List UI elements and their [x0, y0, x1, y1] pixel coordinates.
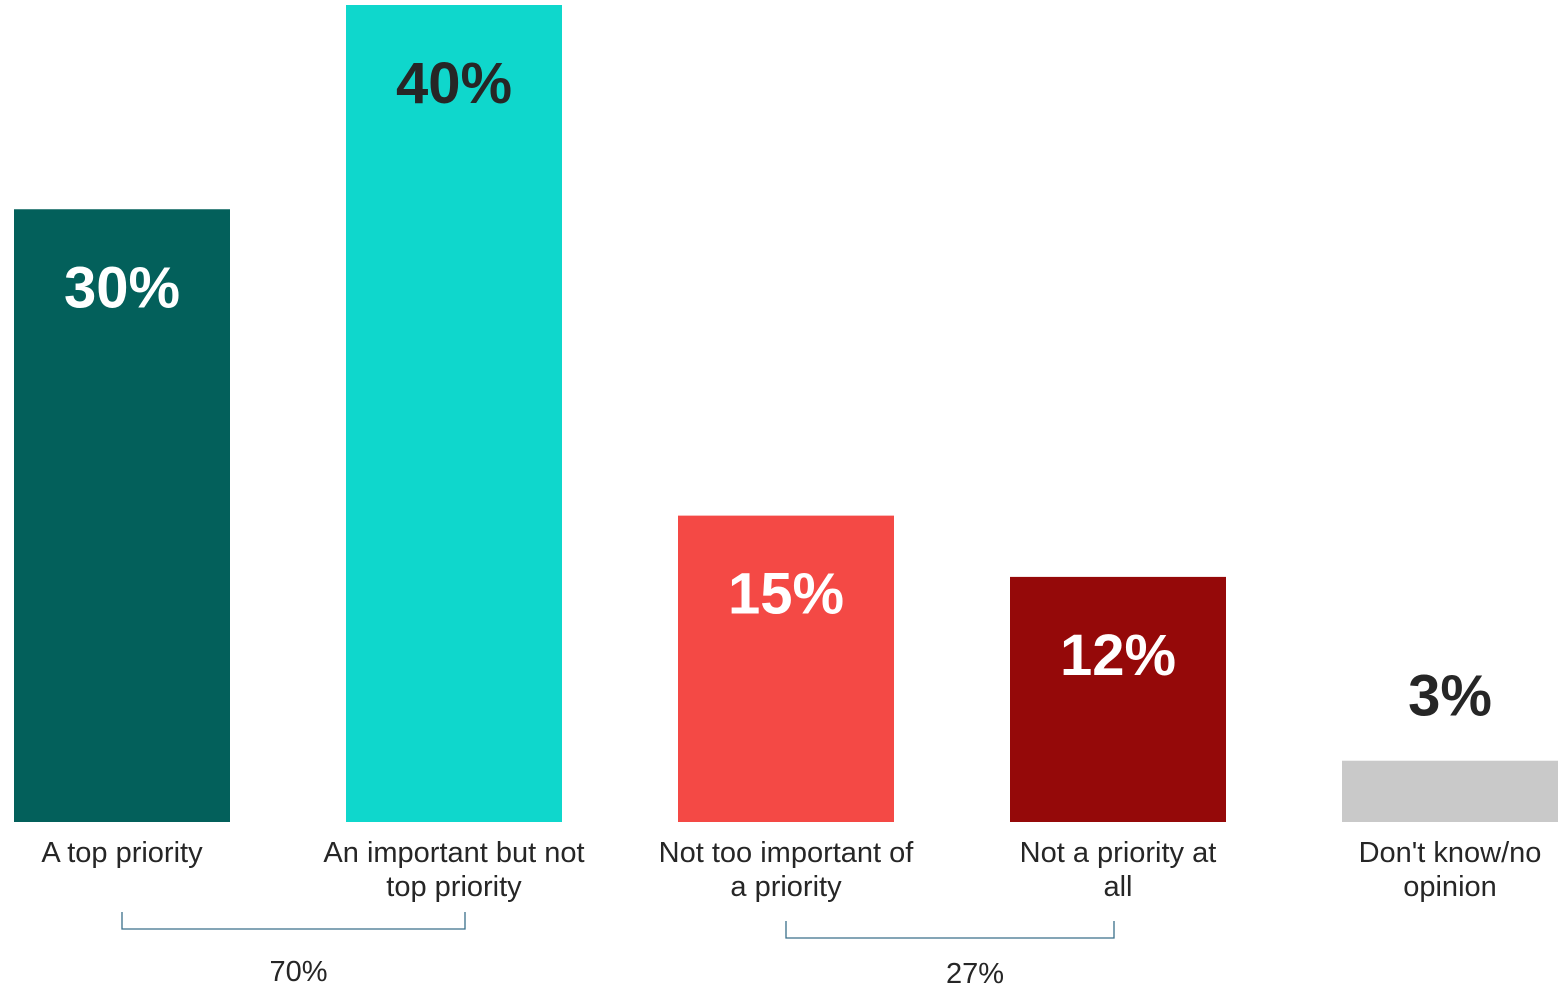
category-label-2: Not too important of a priority [659, 837, 915, 903]
category-label-line: Not a priority at [1020, 837, 1217, 869]
category-label-line: a priority [730, 871, 842, 903]
bar-3 [1010, 576, 1226, 822]
bar-4 [1342, 760, 1558, 822]
category-label-3: Not a priority at all [1020, 837, 1217, 903]
bar-0 [14, 209, 230, 822]
value-label-3: 12% [1060, 623, 1176, 688]
group-bracket-0 [121, 912, 466, 930]
category-label-0: A top priority [41, 837, 203, 869]
bar-2 [678, 515, 894, 822]
bar-1 [346, 5, 562, 822]
category-label-line: all [1103, 871, 1132, 903]
category-label-line: opinion [1403, 871, 1497, 903]
category-label-line: top priority [386, 871, 522, 903]
value-label-2: 15% [728, 562, 844, 627]
group-total-label-0: 70% [269, 956, 327, 987]
category-label-line: A top priority [41, 837, 203, 869]
category-label-line: Don't know/no [1359, 837, 1542, 869]
category-label-line: An important but not [323, 837, 584, 869]
value-label-4: 3% [1408, 664, 1492, 729]
value-label-1: 40% [396, 51, 512, 116]
group-total-label-1: 27% [946, 958, 1004, 987]
value-label-0: 30% [64, 255, 180, 320]
category-label-1: An important but not top priority [323, 837, 584, 903]
group-bracket-1 [785, 921, 1115, 939]
category-label-4: Don't know/no opinion [1359, 837, 1542, 903]
category-label-line: Not too important of [659, 837, 915, 869]
